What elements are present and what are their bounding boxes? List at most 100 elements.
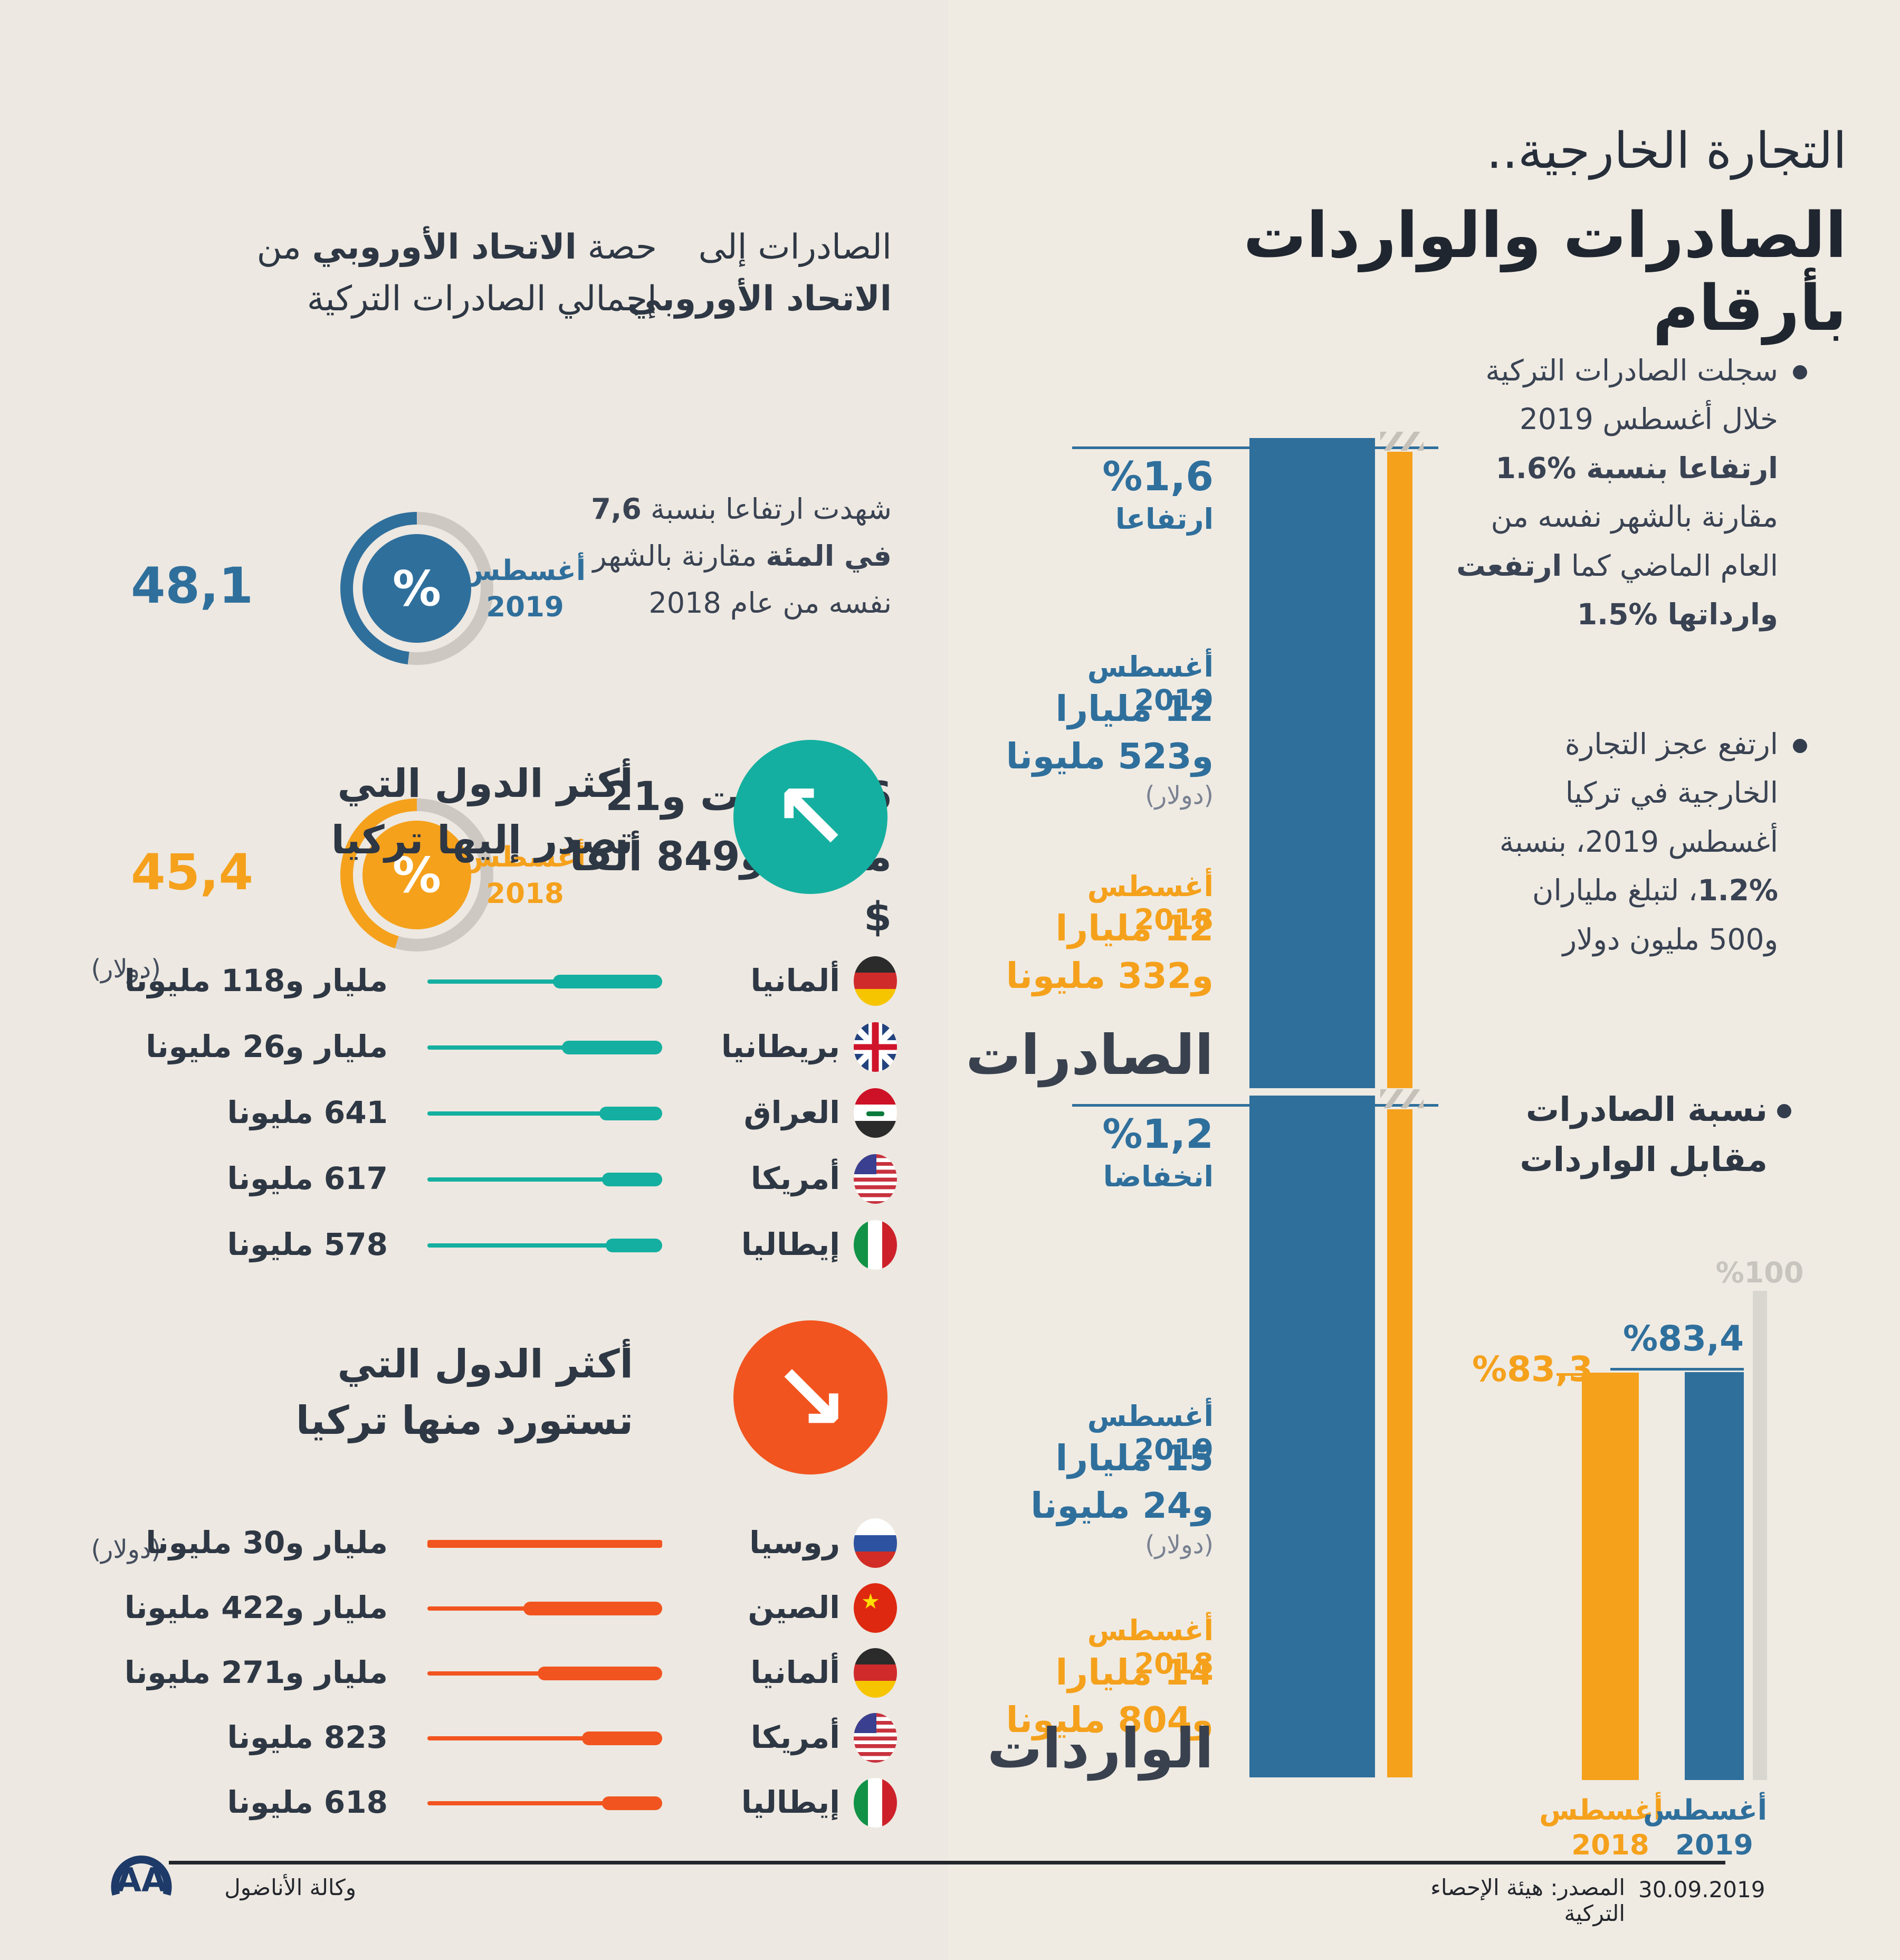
exports-2018-value-line1: 12 مليارا — [1055, 908, 1214, 949]
date-text: 30.09.2019 — [1638, 1877, 1765, 1902]
country-bar — [427, 1712, 662, 1765]
page-title: الصادرات والواردات بأرقام — [1243, 199, 1847, 345]
source-text: المصدر: هيئة الإحصاء التركية — [1430, 1875, 1625, 1926]
ratio-2019-axis-label: أغسطس 2019 — [1643, 1794, 1767, 1862]
import-row-germany: ألمانيا مليار و271 مليونا — [53, 1647, 897, 1700]
country-name: ألمانيا — [750, 963, 840, 998]
eu-exports-heading: الصادرات إلى الاتحاد الأوروبي — [627, 227, 892, 319]
imports-2019-label: أغسطس 2019 — [1087, 1400, 1214, 1466]
usa-flag-icon — [854, 1713, 897, 1763]
agency-name: وكالة الأناضول — [224, 1875, 356, 1900]
country-bar — [427, 1517, 662, 1570]
italy-flag-icon — [854, 1220, 897, 1270]
eu-share-2018-value: 45,4 — [131, 844, 253, 901]
country-bar — [427, 1219, 662, 1272]
country-bar — [427, 1647, 662, 1700]
aa-logo: AA — [111, 1856, 172, 1898]
eu-share-2019-label: أغسطس 2019 — [462, 555, 586, 623]
export-countries-unit: (دولار) — [91, 954, 161, 984]
country-name: إيطاليا — [741, 1784, 840, 1820]
britain-flag-icon — [854, 1022, 897, 1072]
country-value: 641 مليونا — [227, 1095, 388, 1130]
eu-share-2019-value: 48,1 — [131, 557, 253, 615]
ratio-2019-bar — [1685, 1372, 1744, 1780]
exports-2019-label: أغسطس 2019 — [1087, 650, 1214, 717]
country-value: 618 مليونا — [227, 1784, 388, 1820]
bullet-dot — [1777, 1104, 1791, 1118]
country-name: روسيا — [749, 1525, 840, 1561]
imports-change-word: انخفاضا — [1103, 1160, 1214, 1193]
imports-2018-bar — [1387, 1109, 1412, 1777]
country-value: مليار و118 مليونا — [124, 963, 388, 998]
import-row-italy: إيطاليا 618 مليونا — [53, 1777, 897, 1830]
ratio-2019-label: %83,4 — [1623, 1318, 1744, 1359]
eu-share-2018-label: أغسطس 2018 — [462, 841, 586, 910]
imports-unit: (دولار) — [1145, 1530, 1214, 1559]
arrow-down-right-icon: ↘ — [771, 1344, 849, 1451]
country-bar — [427, 1021, 662, 1074]
page-title-kicker: التجارة الخارجية.. — [1486, 122, 1847, 180]
import-countries-heading: أكثر الدول التي تستورد منها تركيا — [295, 1341, 633, 1444]
exports-change-word: ارتفاعا — [1115, 502, 1214, 536]
country-name: إيطاليا — [741, 1226, 840, 1262]
exports-2018-label: أغسطس 2018 — [1087, 870, 1214, 936]
country-bar — [427, 1777, 662, 1830]
import-countries-unit: (دولار) — [91, 1535, 161, 1564]
imports-2019-value-line1: 15 مليارا — [1055, 1438, 1214, 1479]
export-countries-heading: أكثر الدول التي تصدر إليها تركيا — [331, 761, 633, 863]
import-row-china: الصين مليار و422 مليونا — [53, 1582, 897, 1635]
germany-flag-icon — [854, 1648, 897, 1698]
country-value: 617 مليونا — [227, 1160, 388, 1196]
svg-text:AA: AA — [116, 1861, 167, 1898]
export-row-america: أمريكا 617 مليونا — [53, 1153, 897, 1206]
imports-bar-break-icon — [1380, 1089, 1424, 1108]
imports-circle-badge: ↘ — [733, 1320, 887, 1474]
exports-unit: (دولار) — [1145, 781, 1214, 810]
imports-2018-label: أغسطس 2018 — [1087, 1614, 1214, 1680]
exports-change-percent: %1,6 — [1102, 453, 1214, 500]
country-name: أمريكا — [750, 1160, 840, 1196]
country-value: 823 مليونا — [227, 1719, 388, 1755]
imports-2019-bar — [1249, 1096, 1375, 1777]
iraq-flag-icon — [854, 1088, 897, 1138]
imports-change-percent: %1,2 — [1102, 1110, 1214, 1157]
import-row-america: أمريكا 823 مليونا — [53, 1712, 897, 1765]
export-row-britain: بريطانيا مليار و26 مليونا — [53, 1021, 897, 1074]
imports-2018-value-line1: 14 مليارا — [1055, 1652, 1214, 1693]
import-row-russia: روسيا مليار و30 مليونا — [53, 1517, 897, 1570]
country-name: بريطانيا — [721, 1029, 840, 1064]
eu-share-heading: حصة الاتحاد الأوروبي من إجمالي الصادرات … — [256, 227, 657, 319]
footer-divider — [169, 1861, 1725, 1864]
country-value: مليار و271 مليونا — [124, 1654, 388, 1690]
country-name: الصين — [748, 1590, 840, 1625]
export-row-italy: إيطاليا 578 مليونا — [53, 1219, 897, 1272]
bullet-dot — [1793, 739, 1807, 753]
donut-core-2018: % — [362, 821, 471, 929]
ratio-2018-axis-label: أغسطس 2018 — [1539, 1794, 1663, 1862]
russia-flag-icon — [854, 1518, 897, 1568]
country-bar — [427, 1087, 662, 1140]
eu-share-2018-donut: % — [340, 798, 493, 952]
exports-circle-badge: ↖ — [733, 740, 887, 894]
country-name: ألمانيا — [750, 1654, 840, 1690]
ratio-2019-tickline — [1610, 1368, 1744, 1371]
country-name: العراق — [743, 1095, 840, 1130]
bullet-exports-growth: سجلت الصادرات التركية خلال أغسطس 2019 ار… — [1456, 354, 1778, 631]
eu-exports-paragraph: شهدت ارتفاعا بنسبة 7,6 في المئة مقارنة ب… — [591, 492, 892, 620]
exports-section-title: الصادرات — [966, 1023, 1214, 1087]
usa-flag-icon — [854, 1154, 897, 1204]
exports-bar-break-icon — [1380, 432, 1424, 451]
country-value: مليار و422 مليونا — [124, 1590, 388, 1625]
ratio-2018-label: %83,3 — [1472, 1349, 1593, 1390]
germany-flag-icon — [854, 956, 897, 1006]
country-value: مليار و30 مليونا — [146, 1525, 388, 1561]
exports-2019-value-line2: و523 مليونا — [1006, 736, 1214, 777]
country-name: أمريكا — [750, 1719, 840, 1755]
imports-2019-value-line2: و24 مليونا — [1030, 1485, 1214, 1526]
export-row-iraq: العراق 641 مليونا — [53, 1087, 897, 1140]
percent-icon: % — [392, 846, 442, 903]
bullet-dot — [1793, 365, 1807, 379]
italy-flag-icon — [854, 1778, 897, 1828]
ratio-reference-bar — [1753, 1291, 1767, 1780]
